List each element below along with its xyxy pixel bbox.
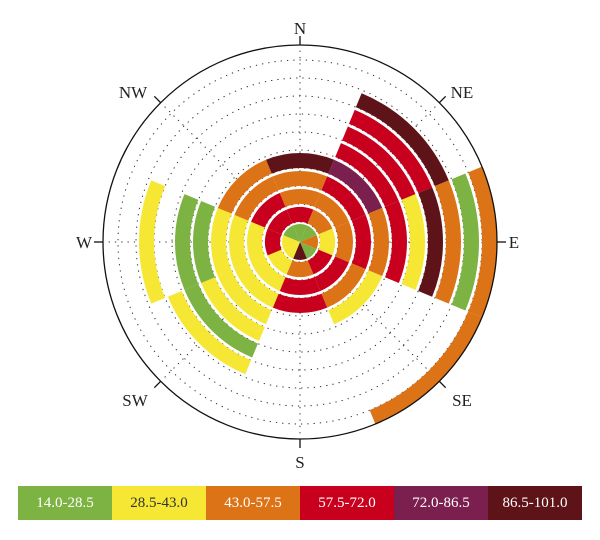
segment-n-ring-2 [286,207,314,224]
sector-bars [139,93,497,425]
segment-se-ring-4 [321,263,366,308]
direction-label-nw: NW [119,83,148,102]
segment-se-ring-11 [369,311,483,425]
segment-w-ring-2 [265,228,282,256]
segment-ne-ring-5 [328,159,383,214]
segment-s-ring-4 [272,293,328,313]
segment-se-ring-3 [314,256,349,291]
segment-ne-ring-9 [355,93,449,187]
segment-sw-ring-8 [167,290,252,375]
color-legend: 14.0-28.5 28.5-43.0 43.0-57.5 57.5-72.0 … [18,486,582,520]
segment-se-ring-1 [300,242,317,259]
segment-e-ring-1 [300,235,318,249]
wind-rose-chart: N NE E SE S SW W NW [76,19,519,472]
segment-sw-ring-5 [217,270,272,325]
segment-n-ring-1 [293,224,307,242]
tick-se [438,380,447,389]
legend-item-1: 14.0-28.5 [18,486,112,520]
segment-ne-ring-2 [307,209,333,235]
segment-e-ring-10 [451,173,479,311]
segment-se-ring-2 [307,249,333,275]
segment-nw-ring-5 [217,159,272,214]
legend-item-3: 43.0-57.5 [206,486,300,520]
segment-e-ring-7 [401,194,425,290]
direction-label-w: W [76,233,93,252]
segment-ne-ring-8 [348,109,433,194]
segment-e-ring-3 [335,221,353,263]
direction-label-n: N [294,19,306,38]
tick-ne [438,95,447,104]
segment-w-ring-1 [282,235,300,249]
compass-labels: N NE E SE S SW W NW [76,19,519,472]
segment-ne-ring-3 [314,193,349,228]
segment-w-ring-4 [229,214,249,270]
segment-sw-ring-6 [201,277,265,341]
segment-e-ring-8 [418,187,443,297]
segment-nw-ring-3 [251,193,286,228]
legend-item-6: 86.5-101.0 [488,486,582,520]
segment-s-ring-2 [286,260,314,277]
segment-s-ring-1 [293,242,307,260]
segment-sw-ring-7 [184,284,258,358]
segment-e-ring-6 [384,201,407,283]
segment-nw-ring-4 [234,176,279,221]
direction-label-sw: SW [122,391,148,410]
segment-sw-ring-3 [251,256,286,291]
segment-n-ring-3 [279,188,321,207]
segment-e-ring-5 [368,207,390,277]
segment-nw-ring-1 [283,225,300,242]
legend-item-2: 28.5-43.0 [112,486,206,520]
segment-n-ring-4 [272,171,328,191]
segment-ne-ring-1 [300,225,317,242]
segment-sw-ring-2 [267,249,293,275]
segment-e-ring-2 [318,228,335,256]
direction-label-e: E [509,233,519,252]
segment-ne-ring-7 [342,126,416,200]
segment-w-ring-3 [247,221,265,263]
segment-e-ring-9 [434,180,461,304]
segment-s-ring-3 [279,277,321,295]
segment-w-ring-9 [139,180,166,304]
tick-sw [153,380,162,389]
segment-e-ring-11 [468,166,497,318]
direction-label-s: S [295,453,304,472]
segment-w-ring-7 [175,194,199,290]
segment-w-ring-5 [211,207,232,277]
legend-item-4: 57.5-72.0 [300,486,394,520]
segment-ne-ring-6 [335,143,399,207]
segment-nw-ring-2 [267,209,293,235]
segment-e-ring-4 [351,214,371,270]
segment-sw-ring-4 [234,263,279,308]
compass-ticks [94,36,506,448]
tick-nw [153,95,162,104]
direction-label-ne: NE [451,83,474,102]
segment-se-ring-5 [328,270,383,325]
segment-n-ring-5 [265,152,335,174]
segment-ne-ring-4 [321,176,366,221]
segment-w-ring-6 [193,201,216,283]
legend-item-5: 72.0-86.5 [394,486,488,520]
direction-label-se: SE [452,391,472,410]
segment-sw-ring-1 [283,242,300,259]
